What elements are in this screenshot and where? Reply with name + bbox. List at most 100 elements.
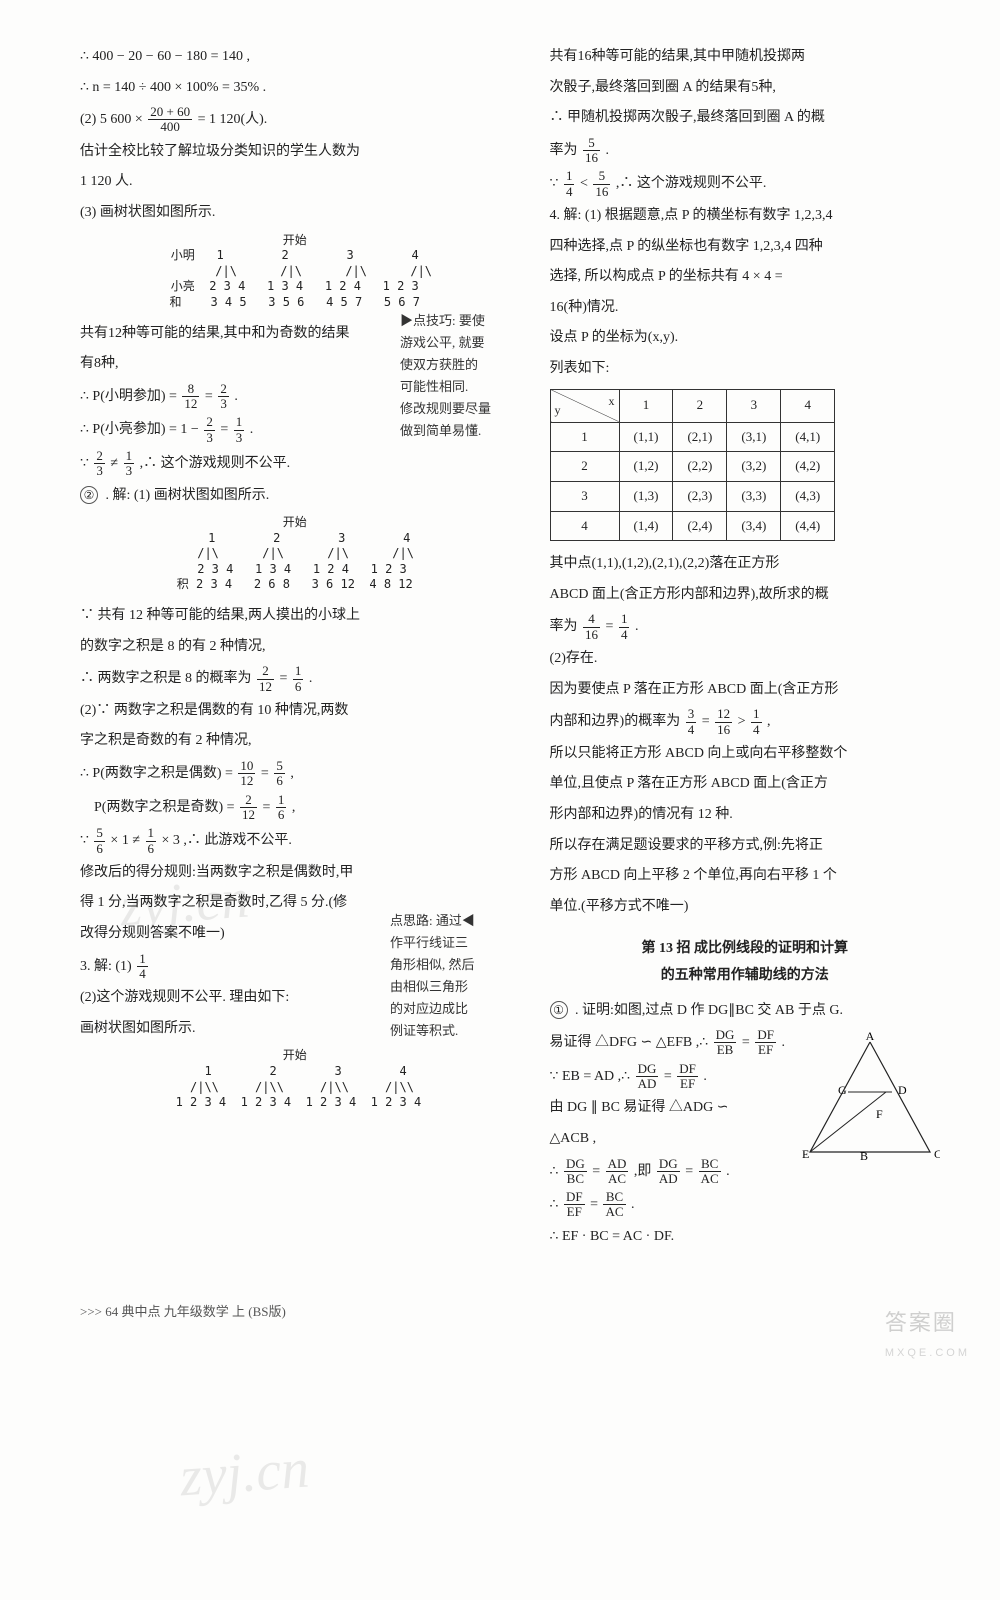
txt: ∵ bbox=[80, 456, 92, 471]
txt: . 解: (1) 画树状图如图所示. bbox=[106, 488, 270, 503]
fraction: DGAD bbox=[636, 1062, 659, 1092]
text: 的数字之积是 8 的有 2 种情况, bbox=[80, 634, 510, 661]
circled-num: ② bbox=[80, 486, 98, 504]
vals: 3 4 5 3 5 6 4 5 7 5 6 7 bbox=[210, 295, 420, 309]
brand-text: 答案圈 bbox=[885, 1310, 957, 1335]
txt: = bbox=[685, 1164, 696, 1179]
fraction: 16 bbox=[293, 664, 304, 694]
question-2: ② . 解: (1) 画树状图如图所示. bbox=[80, 483, 510, 510]
txt: = bbox=[606, 619, 617, 634]
text: (2)存在. bbox=[550, 646, 940, 673]
txt: ∴ 两数字之积是 8 的概率为 bbox=[80, 671, 255, 686]
fraction: 1012 bbox=[238, 759, 255, 789]
fraction: 212 bbox=[240, 793, 257, 823]
title-line: 的五种常用作辅助线的方法 bbox=[550, 963, 940, 990]
cell: (2,3) bbox=[673, 481, 727, 511]
txt: > bbox=[738, 714, 749, 729]
cell: (1,1) bbox=[619, 422, 673, 452]
txt: (2) 5 600 × bbox=[80, 112, 146, 127]
txt: = bbox=[592, 1164, 603, 1179]
triangle-figure: A B C D E F G bbox=[800, 1032, 940, 1162]
txt: P(两数字之积是奇数) = bbox=[94, 800, 238, 815]
x-label: x bbox=[609, 390, 615, 413]
cell: (4,1) bbox=[781, 422, 835, 452]
cell: (3,1) bbox=[727, 422, 781, 452]
coordinate-table: x y 1 2 3 4 1 (1,1) (2,1) (3,1) (4,1) 2 … bbox=[550, 389, 836, 542]
brand-sub: MXQE.COM bbox=[885, 1343, 970, 1364]
txt: = bbox=[263, 800, 274, 815]
txt: ∴ P(小亮参加) = 1 − bbox=[80, 422, 202, 437]
text: 所以存在满足题设要求的平移方式,例:先将正 bbox=[550, 833, 940, 860]
txt: 3. 解: (1) bbox=[80, 959, 135, 974]
text: ∴ 400 − 20 − 60 − 180 = 140 , bbox=[80, 44, 510, 71]
fraction: 16 bbox=[276, 793, 287, 823]
svg-text:E: E bbox=[802, 1147, 809, 1161]
svg-text:B: B bbox=[860, 1149, 868, 1162]
txt: 内部和边界)的概率为 bbox=[550, 714, 681, 729]
tree-start: 开始 bbox=[80, 233, 510, 249]
fraction: DFEF bbox=[677, 1062, 698, 1092]
note-line: 使双方获胜的 bbox=[400, 354, 500, 376]
cell: (4,2) bbox=[781, 452, 835, 482]
note-line: 角形相似, 然后 bbox=[390, 954, 490, 976]
fraction: 14 bbox=[564, 169, 575, 199]
title-line: 第 13 招 成比例线段的证明和计算 bbox=[550, 936, 940, 963]
watermark: zyj.cn bbox=[176, 1416, 312, 1531]
vals: 1 2 3 4 1 2 3 4 1 2 3 4 1 2 3 4 bbox=[176, 1095, 422, 1109]
text: 设点 P 的坐标为(x,y). bbox=[550, 325, 940, 352]
cell: (2,4) bbox=[673, 511, 727, 541]
text: ∵ 共有 12 种等可能的结果,两人摸出的小球上 bbox=[80, 603, 510, 630]
fraction: ADAC bbox=[606, 1157, 629, 1187]
txt: = bbox=[742, 1035, 753, 1050]
fraction: 20 + 60400 bbox=[148, 105, 192, 135]
text: ∵ 56 × 1 ≠ 16 × 3 ,∴ 此游戏不公平. bbox=[80, 826, 510, 856]
vals: 1 2 3 4 bbox=[208, 531, 410, 545]
txt: ∴ bbox=[550, 1197, 562, 1212]
fraction: 23 bbox=[204, 415, 215, 445]
text: ∴ n = 140 ÷ 400 × 100% = 35% . bbox=[80, 75, 510, 102]
fraction: 516 bbox=[583, 136, 600, 166]
text: 率为 416 = 14 . bbox=[550, 612, 940, 642]
txt: × 1 ≠ bbox=[110, 833, 143, 848]
svg-text:G: G bbox=[838, 1083, 847, 1097]
fraction: 212 bbox=[257, 664, 274, 694]
txt: , bbox=[292, 800, 296, 815]
note-line: 可能性相同. bbox=[400, 376, 500, 398]
text: 16(种)情况. bbox=[550, 295, 940, 322]
text: ABCD 面上(含正方形内部和边界),故所求的概 bbox=[550, 582, 940, 609]
question-1-proof: ① . 证明:如图,过点 D 作 DG∥BC 交 AB 于点 G. bbox=[550, 998, 940, 1025]
row-head: 1 bbox=[550, 422, 619, 452]
text: ∴ EF · BC = AC · DF. bbox=[550, 1224, 940, 1251]
text: 方形 ABCD 向上平移 2 个单位,再向右平移 1 个 bbox=[550, 863, 940, 890]
cell: (3,2) bbox=[727, 452, 781, 482]
text: (2)∵ 两数字之积是偶数的有 10 种情况,两数 bbox=[80, 698, 510, 725]
vals: 1 2 3 4 bbox=[216, 248, 418, 262]
txt: ∴ P(两数字之积是偶数) = bbox=[80, 766, 236, 781]
text: 四种选择,点 P 的纵坐标也有数字 1,2,3,4 四种 bbox=[550, 234, 940, 261]
col-head: 2 bbox=[673, 389, 727, 422]
note-line: ▶点技巧: 要使 bbox=[400, 310, 500, 332]
note-line: 例证等积式. bbox=[390, 1020, 490, 1042]
brand-watermark: 答案圈 MXQE.COM bbox=[885, 1302, 970, 1365]
text: 共有16种等可能的结果,其中甲随机投掷两 bbox=[550, 44, 940, 71]
cell: (3,4) bbox=[727, 511, 781, 541]
txt: = bbox=[261, 766, 272, 781]
txt: = bbox=[205, 389, 216, 404]
col-head: 3 bbox=[727, 389, 781, 422]
txt: ∴ bbox=[550, 1164, 562, 1179]
text: ∵ 14 < 516 ,∴ 这个游戏规则不公平. bbox=[550, 169, 940, 199]
text: (2) 5 600 × 20 + 60400 = 1 120(人). bbox=[80, 105, 510, 135]
cell: (2,2) bbox=[673, 452, 727, 482]
fraction: 16 bbox=[146, 826, 157, 856]
txt: . bbox=[726, 1164, 730, 1179]
txt: = bbox=[590, 1197, 601, 1212]
fraction: 516 bbox=[593, 169, 610, 199]
txt: < bbox=[580, 176, 591, 191]
text: ∴ DFEF = BCAC . bbox=[550, 1190, 940, 1220]
fraction: 812 bbox=[182, 382, 199, 412]
fraction: BCAC bbox=[699, 1157, 721, 1187]
note-line: 做到简单易懂. bbox=[400, 420, 500, 442]
text: 选择, 所以构成点 P 的坐标共有 4 × 4 = bbox=[550, 264, 940, 291]
question-4: 4. 解: (1) 根据题意,点 P 的横坐标有数字 1,2,3,4 bbox=[550, 203, 940, 230]
cell: (4,4) bbox=[781, 511, 835, 541]
